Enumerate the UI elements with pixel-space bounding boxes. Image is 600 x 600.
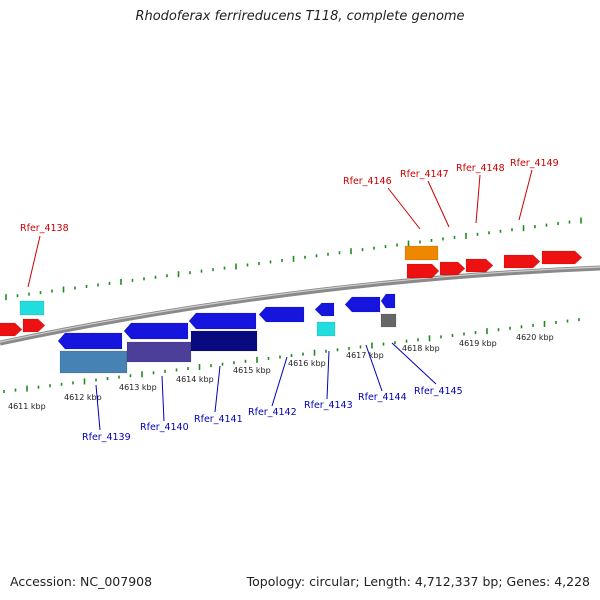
kbp-label: 4611 kbp	[8, 402, 46, 411]
cds-forward-feature[interactable]	[439, 261, 466, 276]
gene-label[interactable]: Rfer_4142	[248, 407, 297, 418]
kbp-label: 4617 kbp	[346, 351, 384, 360]
gene-label[interactable]: Rfer_4149	[510, 158, 559, 169]
reverse-gene-labels: Rfer_4139 Rfer_4140 Rfer_4141 Rfer_4142 Rfer…	[82, 342, 463, 443]
forward-gene-labels: Rfer_4138 Rfer_4146 Rfer_4147 Rfer_4148 Rfer…	[20, 158, 559, 288]
cds-forward-feature[interactable]	[0, 322, 23, 337]
backbone-line	[0, 265, 600, 346]
cds-reverse-feature[interactable]	[188, 312, 257, 330]
gene-label[interactable]: Rfer_4139	[82, 432, 131, 443]
feature-track	[0, 245, 583, 374]
genome-backbone	[0, 265, 600, 346]
gene-label[interactable]: Rfer_4146	[343, 176, 392, 187]
gene-label[interactable]: Rfer_4143	[304, 400, 353, 411]
kbp-labels: 4611 kbp 4612 kbp 4613 kbp 4614 kbp 4615 kbp…	[8, 333, 554, 411]
gene-label-leader	[27, 235, 41, 288]
cds-forward-feature[interactable]	[503, 254, 541, 269]
cds-reverse-feature[interactable]	[57, 332, 123, 350]
kbp-label: 4618 kbp	[402, 344, 440, 353]
gene-label[interactable]: Rfer_4144	[358, 392, 407, 403]
topology-summary: Topology: circular; Length: 4,712,337 bp…	[246, 574, 590, 589]
kbp-label: 4616 kbp	[288, 359, 326, 368]
gene-label[interactable]: Rfer_4148	[456, 163, 505, 174]
region-feature-steelblue[interactable]	[59, 350, 128, 374]
kbp-label: 4615 kbp	[233, 366, 271, 375]
cds-reverse-feature[interactable]	[344, 296, 381, 313]
gene-label-leader	[475, 174, 481, 224]
kbp-label: 4613 kbp	[119, 383, 157, 392]
region-feature-slate[interactable]	[126, 341, 192, 363]
gene-label-leader	[391, 342, 437, 385]
cds-reverse-feature[interactable]	[123, 322, 189, 340]
lower-tick-track	[3, 318, 580, 393]
gene-label-leader	[214, 365, 221, 413]
gene-label-leader	[365, 344, 383, 392]
gene-label-leader	[387, 187, 421, 230]
genome-title: Rhodoferax ferrireducens T118, complete …	[135, 9, 465, 24]
kbp-label: 4612 kbp	[64, 393, 102, 402]
gene-label[interactable]: Rfer_4140	[140, 422, 189, 433]
misc-feature-gray[interactable]	[380, 313, 397, 328]
misc-feature-cyan[interactable]	[316, 321, 336, 337]
gene-label-leader	[161, 375, 165, 422]
gene-label[interactable]: Rfer_4145	[414, 386, 463, 397]
upper-tick-track	[5, 217, 582, 301]
backbone-highlight	[0, 266, 600, 343]
gene-label[interactable]: Rfer_4147	[400, 169, 449, 180]
kbp-label: 4619 kbp	[459, 339, 497, 348]
gene-label-leader	[427, 180, 450, 228]
gene-label[interactable]: Rfer_4138	[20, 223, 69, 234]
misc-feature-cyan[interactable]	[19, 300, 45, 316]
cds-reverse-feature[interactable]	[258, 306, 305, 323]
gene-label-leader	[326, 350, 330, 400]
region-feature-navy[interactable]	[190, 330, 258, 352]
cds-reverse-feature[interactable]	[314, 302, 335, 317]
cds-forward-feature[interactable]	[406, 263, 440, 279]
kbp-label: 4620 kbp	[516, 333, 554, 342]
gene-label[interactable]: Rfer_4141	[194, 414, 243, 425]
gene-label-leader	[518, 169, 533, 221]
cds-forward-feature[interactable]	[541, 250, 583, 265]
gene-label-leader	[271, 356, 288, 407]
gene-label-leader	[95, 384, 101, 431]
cds-forward-feature[interactable]	[465, 258, 494, 273]
accession-text: Accession: NC_007908	[10, 574, 153, 589]
misc-feature-orange[interactable]	[404, 245, 439, 261]
kbp-label: 4614 kbp	[176, 375, 214, 384]
cds-forward-feature[interactable]	[22, 318, 46, 333]
cds-reverse-feature[interactable]	[380, 293, 396, 309]
